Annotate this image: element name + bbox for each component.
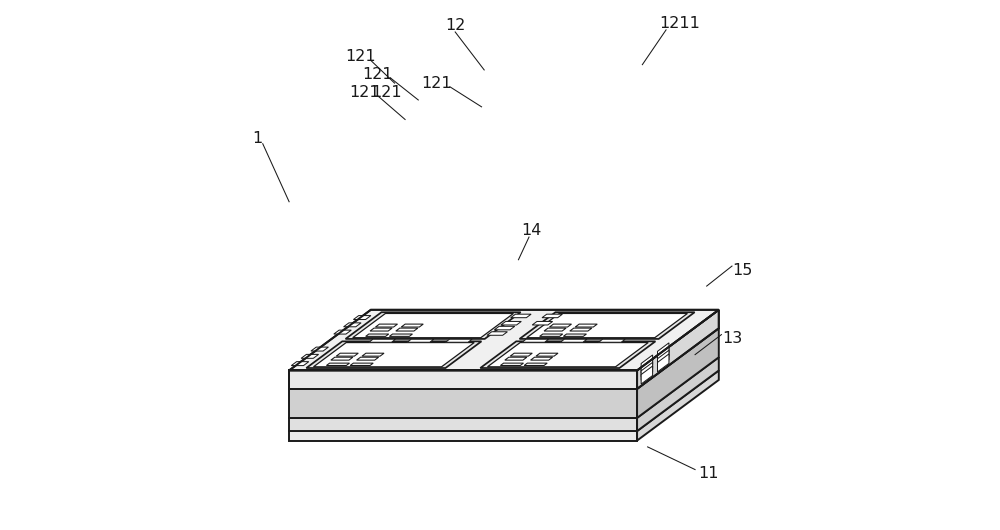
Polygon shape — [524, 363, 547, 366]
Text: 1211: 1211 — [659, 16, 700, 31]
Text: 14: 14 — [521, 223, 542, 238]
Text: 121: 121 — [421, 76, 452, 91]
Polygon shape — [289, 389, 637, 418]
Text: 15: 15 — [732, 263, 753, 278]
Polygon shape — [289, 328, 719, 389]
Polygon shape — [510, 353, 532, 356]
Polygon shape — [641, 355, 653, 373]
Polygon shape — [350, 363, 373, 366]
Text: 1: 1 — [252, 131, 263, 146]
Polygon shape — [658, 350, 669, 368]
Polygon shape — [527, 313, 687, 338]
Polygon shape — [658, 343, 669, 361]
Polygon shape — [357, 357, 379, 360]
Polygon shape — [522, 339, 549, 342]
Polygon shape — [314, 342, 474, 367]
Polygon shape — [389, 334, 412, 337]
Polygon shape — [306, 341, 481, 368]
Text: 121: 121 — [362, 67, 393, 82]
Polygon shape — [641, 359, 653, 377]
Polygon shape — [346, 312, 521, 339]
Polygon shape — [641, 363, 653, 381]
Polygon shape — [570, 328, 592, 331]
Polygon shape — [289, 431, 637, 440]
Polygon shape — [334, 330, 351, 334]
Polygon shape — [326, 363, 350, 366]
Polygon shape — [289, 357, 719, 418]
Polygon shape — [396, 328, 418, 331]
Polygon shape — [658, 354, 669, 372]
Polygon shape — [289, 310, 719, 370]
Polygon shape — [637, 310, 719, 389]
Polygon shape — [487, 332, 507, 335]
Polygon shape — [366, 334, 389, 337]
Polygon shape — [401, 324, 423, 327]
Polygon shape — [370, 328, 392, 331]
Polygon shape — [536, 353, 558, 356]
Polygon shape — [369, 339, 396, 342]
Polygon shape — [289, 370, 637, 389]
Polygon shape — [353, 313, 513, 338]
Polygon shape — [575, 324, 597, 327]
Polygon shape — [599, 339, 625, 342]
Text: 13: 13 — [722, 331, 742, 346]
Polygon shape — [560, 339, 587, 342]
Polygon shape — [353, 315, 371, 320]
Polygon shape — [362, 353, 384, 356]
Polygon shape — [544, 328, 566, 331]
Text: 11: 11 — [698, 466, 719, 481]
Polygon shape — [501, 322, 521, 325]
Text: 121: 121 — [371, 85, 402, 100]
Polygon shape — [407, 339, 434, 342]
Polygon shape — [289, 370, 719, 431]
Polygon shape — [301, 355, 319, 358]
Polygon shape — [336, 353, 358, 356]
Polygon shape — [487, 342, 648, 367]
Polygon shape — [505, 357, 527, 360]
Polygon shape — [494, 326, 515, 330]
Text: 121: 121 — [349, 85, 380, 100]
Polygon shape — [531, 357, 553, 360]
Polygon shape — [637, 328, 719, 418]
Polygon shape — [532, 322, 553, 325]
Polygon shape — [291, 361, 309, 366]
Polygon shape — [658, 347, 669, 365]
Polygon shape — [511, 314, 531, 317]
Polygon shape — [445, 339, 472, 342]
Polygon shape — [549, 324, 571, 327]
Polygon shape — [641, 366, 653, 384]
Polygon shape — [331, 357, 353, 360]
Polygon shape — [289, 418, 637, 431]
Polygon shape — [520, 312, 695, 339]
Polygon shape — [637, 357, 719, 431]
Polygon shape — [542, 314, 562, 317]
Polygon shape — [311, 347, 328, 351]
Text: 12: 12 — [445, 17, 465, 33]
Text: 121: 121 — [345, 49, 376, 64]
Polygon shape — [637, 370, 719, 440]
Polygon shape — [480, 341, 655, 368]
Polygon shape — [563, 334, 586, 337]
Polygon shape — [540, 334, 563, 337]
Polygon shape — [500, 363, 523, 366]
Polygon shape — [375, 324, 398, 327]
Polygon shape — [344, 323, 361, 327]
